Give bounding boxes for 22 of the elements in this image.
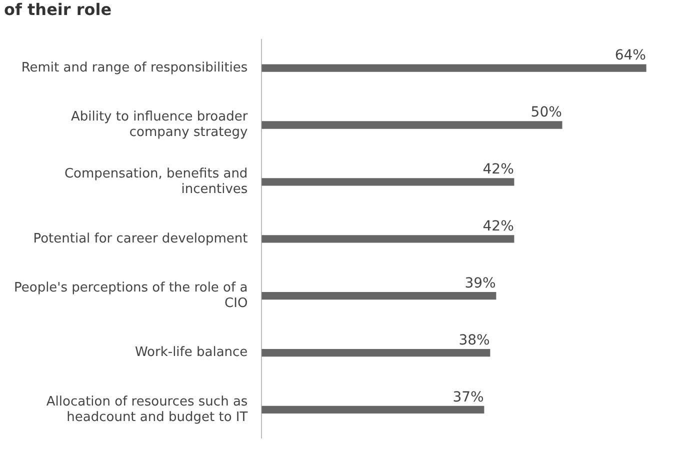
y-tick-label: Compensation, benefits and incentives — [64, 166, 248, 198]
bar — [262, 348, 490, 357]
data-label: 50% — [530, 104, 562, 121]
y-tick-label: People's perceptions of the role of a CIO — [14, 280, 248, 312]
data-label: 42% — [482, 218, 514, 235]
data-label: 42% — [482, 162, 514, 178]
data-label: 39% — [464, 275, 496, 292]
text: of their role — [4, 0, 112, 19]
y-tick-label: Remit and range of responsibilities — [21, 60, 248, 76]
bar — [262, 178, 514, 186]
bar — [262, 406, 484, 414]
data-label: 37% — [452, 389, 484, 406]
y-tick-label: Work-life balance — [134, 345, 248, 360]
bar — [262, 64, 646, 72]
bar — [262, 121, 562, 129]
bar — [262, 235, 514, 243]
data-label: 38% — [458, 332, 490, 348]
data-label: 64% — [614, 48, 646, 64]
y-tick-label: Potential for career development — [33, 231, 248, 246]
y-tick-label: Allocation of resources such as headcount and budget to IT — [46, 394, 248, 425]
bar — [262, 292, 496, 300]
y-tick-label: Ability to influence broader company strategy — [70, 110, 248, 140]
